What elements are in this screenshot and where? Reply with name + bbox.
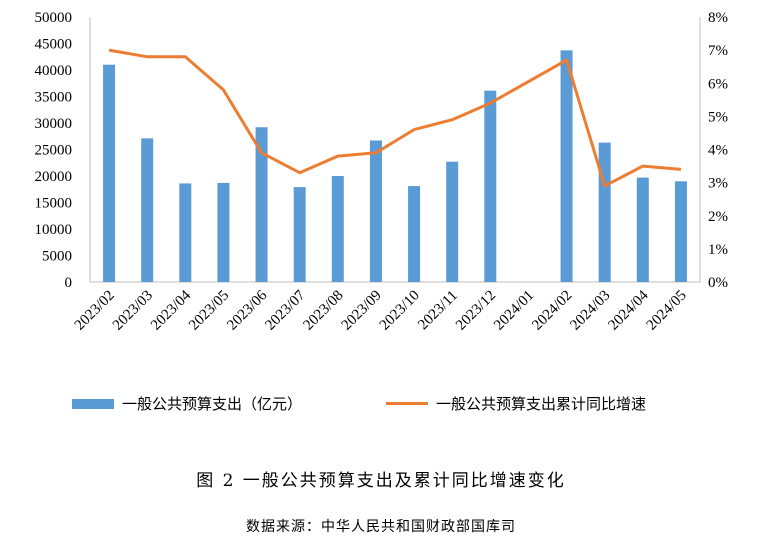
y-left-tick-label: 25000 (35, 143, 73, 159)
y-right-tick-label: 7% (708, 43, 728, 59)
y-left-tick-label: 15000 (35, 196, 73, 212)
y-right-tick-label: 8% (708, 10, 728, 26)
x-tick-label: 2023/06 (224, 287, 270, 333)
y-left-tick-label: 35000 (35, 90, 73, 106)
legend-item-bar: 一般公共预算支出（亿元） (72, 393, 302, 414)
y-right-tick-label: 6% (708, 76, 728, 92)
x-tick-label: 2023/02 (72, 288, 118, 334)
bar (331, 176, 344, 282)
x-tick-label: 2023/09 (339, 288, 385, 334)
y-right-tick-label: 0% (708, 275, 728, 291)
x-tick-label: 2023/05 (186, 288, 232, 334)
bar (446, 161, 459, 282)
bar (484, 90, 497, 282)
figure-caption: 图 2 一般公共预算支出及累计同比增速变化 (196, 471, 566, 491)
line-series (108, 48, 682, 188)
legend-line-swatch (386, 402, 428, 405)
y-right-tick-label: 5% (708, 109, 728, 125)
bar (369, 140, 382, 282)
y-right-tick-label: 1% (708, 242, 728, 258)
legend-bar-swatch (72, 398, 114, 409)
x-tick-label: 2024/05 (644, 288, 690, 334)
legend-line-label: 一般公共预算支出累计同比增速 (436, 395, 647, 413)
x-tick-label: 2023/07 (262, 287, 308, 333)
y-left-tick-label: 30000 (35, 116, 73, 132)
x-tick-label: 2023/08 (301, 288, 347, 334)
x-tick-label: 2023/10 (377, 288, 423, 334)
bar (103, 64, 116, 282)
x-tick-label: 2023/11 (415, 288, 461, 334)
x-tick-label: 2023/04 (148, 287, 194, 333)
chart-svg: 0 5000 10000 15000 20000 25000 30000 35000 40000… (35, 10, 729, 334)
x-tick-label: 2024/04 (606, 287, 652, 333)
y-left-tick-label: 40000 (35, 63, 73, 79)
y-right-tick-label: 2% (708, 209, 728, 225)
bar (255, 127, 268, 283)
bar (598, 142, 611, 282)
bar (141, 138, 154, 282)
bar (636, 177, 649, 282)
bar (560, 50, 573, 282)
y-left-tick-label: 45000 (35, 37, 73, 53)
x-tick-label: 2024/03 (567, 288, 613, 334)
x-tick-label: 2023/12 (453, 288, 499, 334)
y-left-tick-label: 20000 (35, 169, 73, 185)
y-left-tick-label: 50000 (35, 10, 73, 26)
x-tick-label: 2024/02 (529, 288, 575, 334)
y-right-tick-label: 4% (708, 143, 728, 159)
data-source: 数据来源：中华人民共和国财政部国库司 (246, 519, 516, 535)
x-tick-label: 2024/01 (491, 288, 537, 334)
y-right-tick-label: 3% (708, 176, 728, 192)
bar (293, 187, 306, 282)
legend: 一般公共预算支出（亿元） 一般公共预算支出累计同比增速 (0, 393, 762, 417)
bar (408, 186, 421, 282)
legend-bar-label: 一般公共预算支出（亿元） (122, 395, 303, 413)
y-left-tick-label: 5000 (42, 249, 72, 265)
y-left-tick-label: 10000 (35, 222, 73, 238)
bar (674, 181, 687, 282)
legend-item-line: 一般公共预算支出累计同比增速 (386, 393, 646, 414)
x-tick-label: 2023/03 (110, 288, 156, 334)
y-left-tick-label: 0 (65, 275, 73, 291)
bar (179, 183, 192, 282)
bar (217, 182, 230, 282)
